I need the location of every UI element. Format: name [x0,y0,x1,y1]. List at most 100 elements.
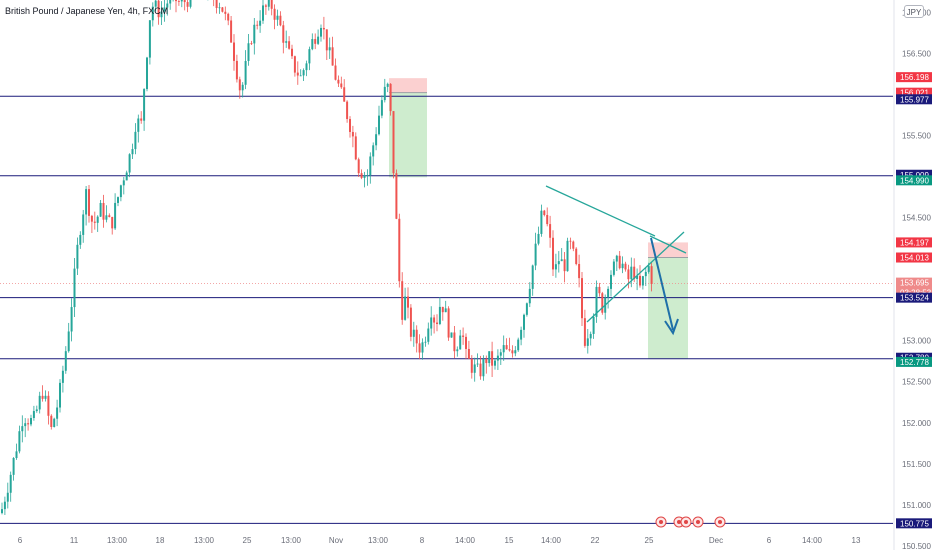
x-tick-label: 25 [645,536,654,545]
candle-body [505,345,508,350]
candle-body [612,261,615,275]
y-tick-label: 150.500 [902,542,931,550]
candle-body [96,216,99,223]
candle-body [456,349,459,352]
price-label-bg [896,94,932,105]
x-tick-label: 14:00 [541,536,562,545]
candle-body [424,341,427,343]
candle-body [514,350,517,354]
candle-body [119,185,122,198]
trend-drawings [545,185,687,336]
x-tick-label: Dec [709,536,723,545]
candle-body [53,418,56,427]
candle-body [169,0,172,4]
candle-body [311,39,314,50]
candle-body [482,359,485,377]
candle-body [264,5,267,7]
candle-body [427,328,430,342]
candle-body [3,501,6,510]
candle-body [328,47,331,51]
candle-body [50,415,53,427]
candle-body [154,0,157,7]
candle-body [218,7,221,9]
x-tick-label: 13:00 [368,536,389,545]
candle-body [238,79,241,91]
candle-body [357,159,360,174]
candle-body [146,57,148,90]
price-label-bg [896,277,932,288]
candle-body [293,56,296,73]
x-tick-label: 13:00 [281,536,302,545]
candle-body [88,189,90,216]
horizontal-levels [0,95,893,524]
candle-body [392,111,395,174]
currency-badge[interactable]: JPY [904,5,924,18]
candle-body [398,218,401,282]
candle-body [38,395,41,410]
candle-body [610,274,612,289]
candle-body [305,63,308,71]
candle-body [636,275,639,279]
candle-body [177,1,180,2]
stop-loss-zone [648,242,688,258]
candle-body [470,358,473,373]
x-tick-label: Nov [329,536,343,545]
candle-body [282,25,285,43]
candle-body [366,175,369,176]
candle-body [111,216,114,229]
x-tick-label: 13:00 [194,536,215,545]
price-label: 153.695 [900,279,929,288]
candle-body [125,172,128,181]
price-label: 154.013 [900,254,929,263]
candle-body [354,136,357,160]
candle-body [549,224,552,238]
candle-body [589,333,592,339]
candle-body [441,306,444,313]
candle-body [9,474,12,493]
forecast-arrow-head [664,318,679,336]
candle-body [325,29,328,51]
candle-body [250,43,253,45]
event-marker-dot [659,520,663,524]
candle-body [24,423,27,427]
candle-body [476,363,479,365]
candle-body [180,0,183,2]
candle-body [267,0,270,7]
y-tick-label: 151.000 [902,501,931,510]
candle-body [117,197,119,203]
candle-body [415,329,418,344]
candle-body [30,418,32,425]
candle-body [317,36,320,44]
price-label-bg [896,252,932,263]
candle-body [407,296,409,308]
forecast-arrow [650,237,674,331]
price-label-bg [896,292,932,303]
candle-body [554,264,557,270]
candle-body [108,215,111,217]
triangle-upper-trendline [545,185,656,237]
price-label-bg [896,175,932,186]
candle-body [73,268,76,308]
candle-body [473,364,476,373]
candle-body [279,15,282,26]
candle-body [235,60,238,80]
price-label: 150.775 [900,519,929,528]
chart-title: British Pound / Japanese Yen, 4h, FXCM [5,6,169,16]
y-tick-label: 154.500 [902,214,931,223]
x-tick-label: 11 [70,536,79,545]
candle-body [421,342,424,353]
event-markers [655,516,726,528]
price-label: 152.778 [900,358,929,367]
candle-body [148,20,151,58]
price-label: 155.009 [900,171,929,180]
candle-body [291,48,293,57]
candle-body [389,83,392,112]
candle-body [241,84,244,91]
candle-body [64,351,67,371]
candle-body [537,233,540,244]
candle-body [491,351,494,366]
candle-body [520,329,523,340]
candle-body [453,332,456,352]
candle-body [322,27,325,30]
